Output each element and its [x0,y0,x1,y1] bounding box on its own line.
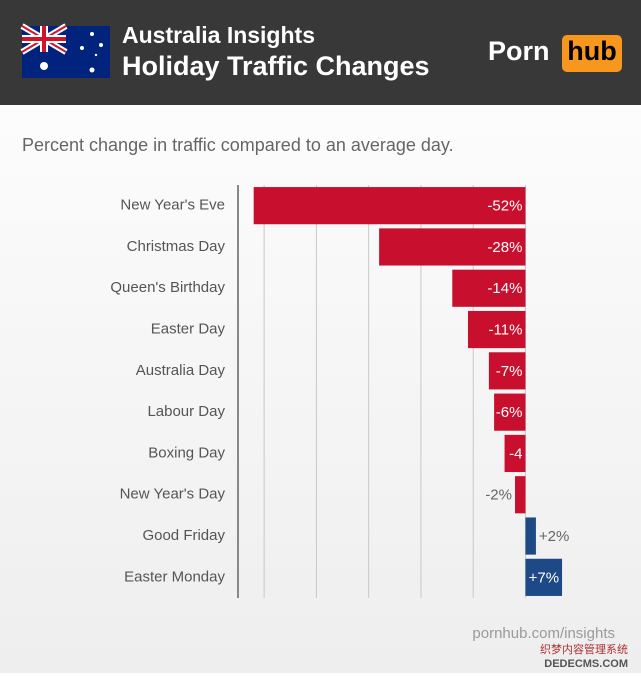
watermark-site: DEDECMS.COM [544,658,628,670]
value-label: -7% [496,363,523,380]
category-label: Easter Monday [124,568,225,585]
bar [253,187,526,225]
watermark: 织梦内容管理系统 [540,642,628,656]
value-label: -28% [487,239,522,256]
value-label: -4 [509,445,522,462]
value-label: -11% [489,322,523,339]
header-title: Australia Insights [122,22,315,48]
bar [525,517,536,555]
value-label: -2% [485,487,512,504]
source: pornhub.com/insights [472,625,615,642]
logo-left: Porn [488,36,550,66]
category-label: New Year's Day [120,486,226,503]
value-label: +7% [529,569,559,586]
bar [452,269,526,307]
logo-box [562,35,622,72]
flag [20,23,110,78]
category-label: Boxing Day [148,444,225,461]
bar [379,228,526,266]
bar [525,558,563,596]
value-label: -14% [487,280,522,297]
bar [494,393,526,431]
bar [488,352,526,390]
value-label: -52% [487,198,522,215]
category-label: Christmas Day [127,238,226,255]
category-label: Labour Day [147,403,225,420]
category-label: Easter Day [151,321,226,338]
category-label: Australia Day [136,362,226,379]
bar [467,310,526,349]
header-subtitle: Holiday Traffic Changes [122,51,430,81]
chart-title: Percent change in traffic compared to an… [22,135,454,155]
bar [515,476,526,514]
logo-right: hub [567,36,616,66]
category-label: Queen's Birthday [110,279,225,296]
category-label: Good Friday [142,527,225,544]
value-label: -6% [496,404,523,421]
category-label: New Year's Eve [120,197,225,214]
value-label: +2% [539,528,569,545]
bar [504,434,526,473]
